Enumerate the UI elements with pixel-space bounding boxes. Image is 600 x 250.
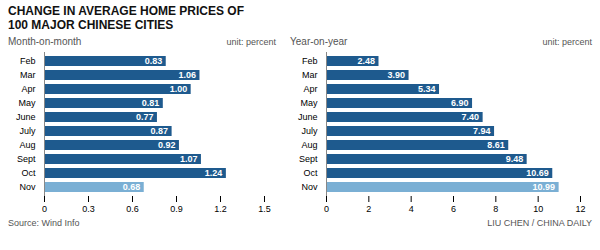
svg-text:0.81: 0.81 — [142, 98, 160, 108]
svg-text:Apr: Apr — [303, 84, 317, 94]
svg-text:Sept: Sept — [299, 154, 318, 164]
svg-text:1.24: 1.24 — [205, 168, 223, 178]
svg-text:0: 0 — [324, 204, 329, 214]
svg-text:0.9: 0.9 — [170, 204, 183, 214]
svg-text:10: 10 — [533, 204, 543, 214]
svg-text:Feb: Feb — [20, 56, 36, 66]
svg-text:4: 4 — [409, 204, 414, 214]
svg-text:8.61: 8.61 — [487, 140, 505, 150]
html-text:100 MAJOR CHINESE CITIES: 100 MAJOR CHINESE CITIES — [8, 18, 174, 32]
svg-text:1.00: 1.00 — [170, 84, 188, 94]
svg-text:July: July — [301, 126, 318, 136]
svg-text:12: 12 — [575, 204, 585, 214]
svg-text:0.83: 0.83 — [145, 56, 163, 66]
svg-text:1.5: 1.5 — [258, 204, 271, 214]
svg-text:2.48: 2.48 — [357, 56, 375, 66]
svg-text:Nov: Nov — [19, 182, 36, 192]
svg-text:1.2: 1.2 — [214, 204, 227, 214]
html-text:Month-on-month: Month-on-month — [8, 36, 82, 47]
svg-text:Feb: Feb — [302, 56, 318, 66]
svg-text:June: June — [16, 112, 36, 122]
html-text:CHANGE IN AVERAGE HOME PRICES: CHANGE IN AVERAGE HOME PRICES OF — [8, 4, 244, 18]
svg-text:10.99: 10.99 — [533, 182, 556, 192]
svg-text:May: May — [300, 98, 318, 108]
html-text:Source: Wind Info: Source: Wind Info — [8, 218, 80, 228]
svg-text:7.94: 7.94 — [473, 126, 491, 136]
svg-text:0.6: 0.6 — [126, 204, 139, 214]
svg-text:8: 8 — [493, 204, 498, 214]
svg-text:Mar: Mar — [302, 70, 318, 80]
svg-text:July: July — [19, 126, 36, 136]
svg-text:2: 2 — [366, 204, 371, 214]
svg-text:1.07: 1.07 — [180, 154, 198, 164]
svg-text:June: June — [298, 112, 318, 122]
html-text:unit: percent: unit: percent — [226, 37, 276, 47]
svg-text:1.06: 1.06 — [178, 70, 196, 80]
svg-text:6: 6 — [451, 204, 456, 214]
svg-text:May: May — [18, 98, 36, 108]
svg-text:0.87: 0.87 — [151, 126, 169, 136]
html-text:Year-on-year: Year-on-year — [290, 36, 348, 47]
svg-text:0.77: 0.77 — [136, 112, 154, 122]
html-text:LIU CHEN / CHINA DAILY: LIU CHEN / CHINA DAILY — [487, 218, 592, 228]
svg-text:9.48: 9.48 — [506, 154, 524, 164]
svg-text:Oct: Oct — [303, 168, 318, 178]
svg-text:Aug: Aug — [301, 140, 317, 150]
svg-text:10.69: 10.69 — [526, 168, 549, 178]
svg-text:0.68: 0.68 — [123, 182, 141, 192]
html-text:unit: percent: unit: percent — [542, 37, 592, 47]
svg-text:7.40: 7.40 — [462, 112, 480, 122]
svg-text:Aug: Aug — [19, 140, 35, 150]
svg-text:5.34: 5.34 — [418, 84, 436, 94]
svg-text:Oct: Oct — [21, 168, 36, 178]
svg-text:0.3: 0.3 — [82, 204, 95, 214]
svg-text:Mar: Mar — [20, 70, 36, 80]
svg-text:0.92: 0.92 — [158, 140, 176, 150]
svg-text:Apr: Apr — [21, 84, 35, 94]
svg-text:3.90: 3.90 — [388, 70, 406, 80]
svg-text:0: 0 — [42, 204, 47, 214]
svg-text:6.90: 6.90 — [451, 98, 469, 108]
svg-text:Sept: Sept — [17, 154, 36, 164]
svg-text:Nov: Nov — [301, 182, 318, 192]
